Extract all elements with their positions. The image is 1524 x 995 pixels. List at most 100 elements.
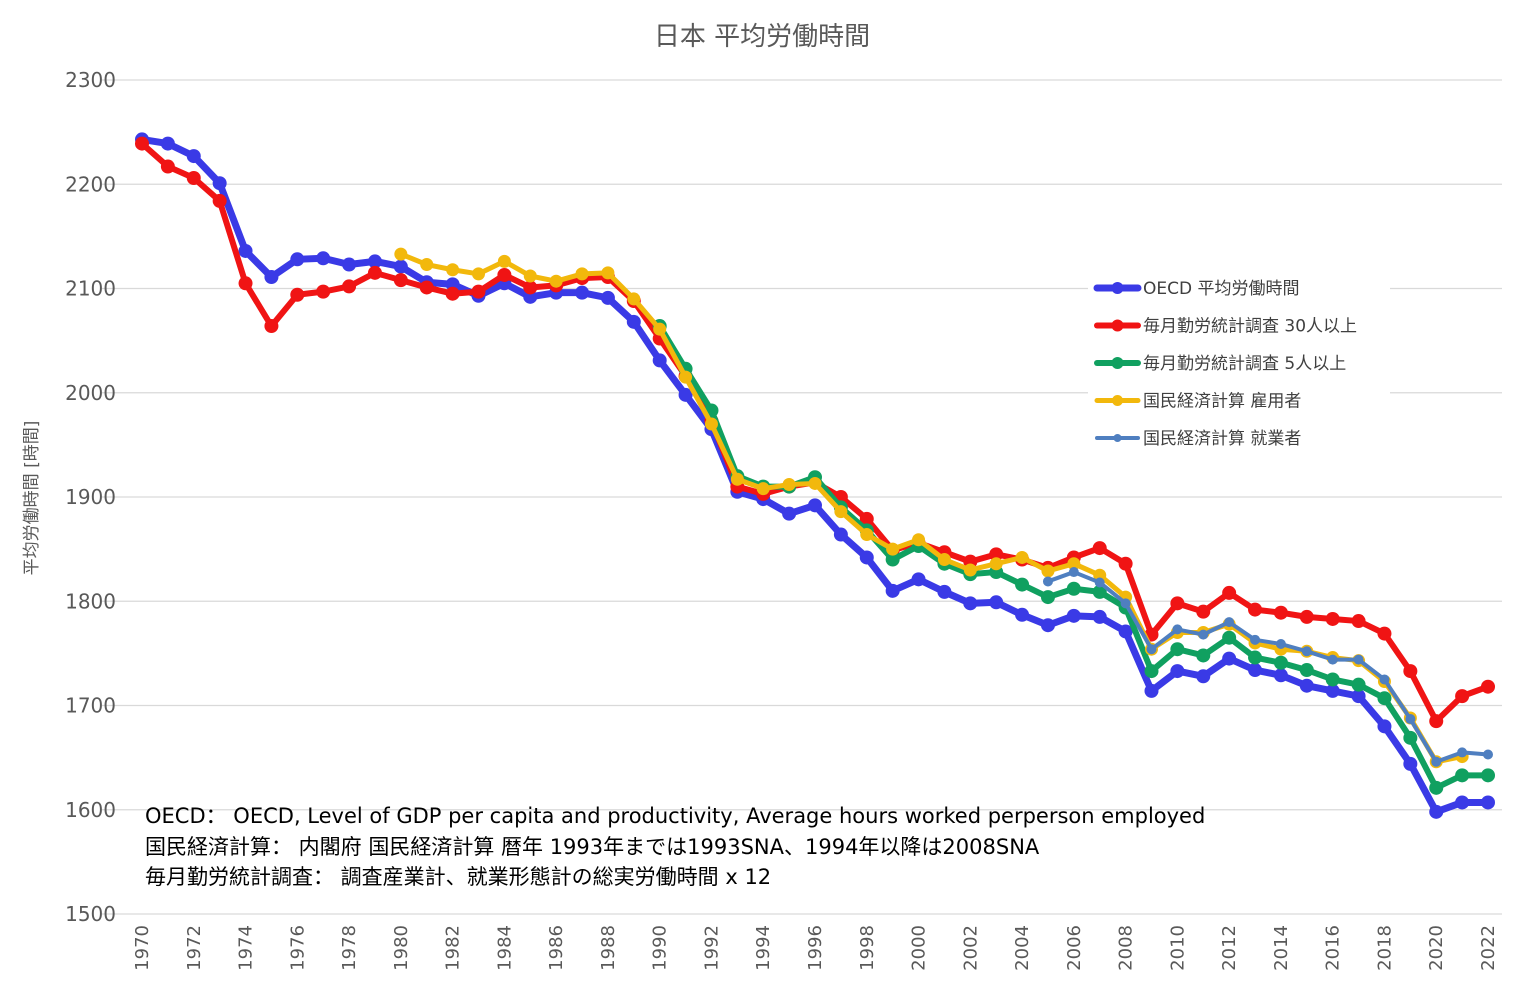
legend-item: 毎月勤労統計調査 5人以上 xyxy=(1094,354,1346,374)
data-point xyxy=(393,273,408,288)
data-point xyxy=(471,284,486,299)
data-point xyxy=(1327,654,1338,665)
series-4 xyxy=(1042,567,1493,767)
y-tick-label: 2200 xyxy=(65,172,116,196)
data-point xyxy=(1351,677,1366,692)
data-point xyxy=(989,595,1004,610)
data-point xyxy=(445,286,460,301)
data-point xyxy=(393,259,408,274)
data-point xyxy=(1481,795,1495,810)
data-point xyxy=(160,159,175,174)
data-point xyxy=(367,254,382,269)
data-point xyxy=(238,243,253,258)
data-point xyxy=(1275,638,1286,649)
data-point xyxy=(704,417,718,431)
data-point xyxy=(937,584,952,599)
data-point xyxy=(1457,747,1468,758)
x-tick-label: 1984 xyxy=(494,925,515,971)
data-point xyxy=(1429,804,1444,819)
x-tick-label: 1998 xyxy=(857,925,878,971)
data-point xyxy=(186,149,201,164)
y-tick-label: 2000 xyxy=(65,381,116,405)
data-point xyxy=(238,276,253,291)
x-tick-label: 1976 xyxy=(287,925,308,971)
data-point xyxy=(160,136,175,151)
data-point xyxy=(1120,598,1131,609)
data-point xyxy=(264,319,279,334)
data-point xyxy=(1301,646,1312,657)
legend-item: 毎月勤労統計調査 30人以上 xyxy=(1094,317,1357,337)
x-tick-label: 2014 xyxy=(1271,925,1292,971)
y-tick-label: 1500 xyxy=(65,902,116,926)
data-point xyxy=(1040,590,1055,605)
data-point xyxy=(1015,550,1029,564)
data-point xyxy=(911,572,926,587)
data-point xyxy=(1403,730,1418,745)
data-point xyxy=(1483,749,1493,760)
data-point xyxy=(1170,664,1185,679)
data-point xyxy=(1094,577,1105,588)
data-point xyxy=(782,506,797,521)
data-point xyxy=(212,193,227,208)
y-axis-ticks: 1500 1600 1700 1800 1900 2000 2100 2200 2300 xyxy=(65,68,116,926)
data-point xyxy=(1118,624,1133,639)
data-point xyxy=(1092,541,1107,556)
data-point xyxy=(1273,668,1288,683)
data-point xyxy=(1429,780,1444,795)
data-point xyxy=(549,274,563,288)
data-point xyxy=(1222,630,1237,645)
legend-item: OECD 平均労働時間 xyxy=(1093,279,1300,299)
data-point xyxy=(1405,714,1416,725)
x-tick-label: 2022 xyxy=(1478,925,1499,971)
data-point xyxy=(600,290,615,305)
x-tick-label: 1974 xyxy=(236,925,257,971)
x-tick-label: 2016 xyxy=(1323,925,1344,971)
data-point xyxy=(1196,669,1211,684)
data-point xyxy=(264,270,279,285)
data-point xyxy=(1093,568,1107,582)
y-tick-label: 1800 xyxy=(65,589,116,613)
data-point xyxy=(1042,576,1053,587)
legend-swatch-marker xyxy=(1111,282,1124,294)
y-tick-label: 1700 xyxy=(65,694,116,718)
x-tick-label: 1978 xyxy=(339,925,360,971)
data-point xyxy=(212,176,227,191)
legend-label: 国民経済計算 雇用者 xyxy=(1143,392,1301,412)
data-point xyxy=(1273,605,1288,620)
data-point xyxy=(1248,602,1263,617)
data-point xyxy=(1299,678,1314,693)
data-point xyxy=(1325,672,1340,687)
legend-swatch-marker xyxy=(1112,395,1123,406)
data-point xyxy=(472,267,485,281)
data-point xyxy=(1429,714,1444,729)
data-point xyxy=(937,553,951,567)
data-point xyxy=(1325,611,1340,626)
data-point xyxy=(859,550,874,565)
data-point xyxy=(367,265,382,280)
data-point xyxy=(497,267,512,282)
data-point xyxy=(1196,604,1211,619)
legend-label: 国民経済計算 就業者 xyxy=(1143,429,1301,449)
data-point xyxy=(1118,556,1133,571)
data-point xyxy=(1455,795,1470,810)
data-point xyxy=(833,527,848,542)
data-point xyxy=(575,267,589,281)
data-point xyxy=(1066,608,1081,623)
data-point xyxy=(1248,663,1263,678)
data-point xyxy=(1325,683,1340,698)
data-point xyxy=(1403,664,1418,679)
data-point xyxy=(1146,644,1157,655)
data-point xyxy=(1481,768,1495,783)
legend-swatch-marker xyxy=(1111,357,1124,369)
data-point xyxy=(1041,564,1055,578)
note-sna: 国民経済計算： 内閣府 国民経済計算 暦年 1993年までは1993SNA、19… xyxy=(145,835,1040,859)
x-tick-label: 1992 xyxy=(701,925,722,971)
data-point xyxy=(912,533,926,547)
data-point xyxy=(989,547,1004,562)
data-point xyxy=(1377,626,1392,641)
y-tick-label: 1900 xyxy=(65,485,116,509)
data-point xyxy=(886,542,900,556)
data-point xyxy=(1299,663,1314,678)
